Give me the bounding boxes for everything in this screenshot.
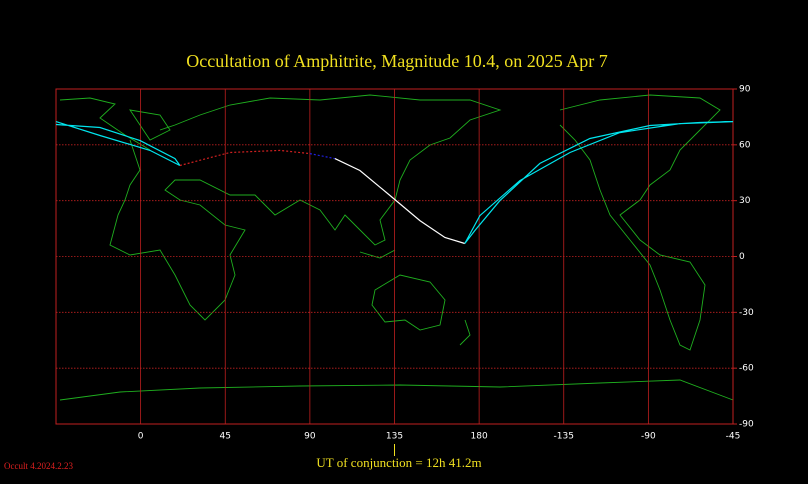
shadow-path [55,121,181,167]
coastline [129,109,471,346]
y-tick-label: -60 [739,364,754,374]
version: Occult 4.2024.2.23 [4,461,73,471]
x-tick-label: -45 [726,432,741,442]
x-tick-label: 135 [386,432,403,442]
y-tick-label: 60 [739,140,751,150]
x-tick-label: 180 [471,432,488,442]
coastlines [59,94,734,401]
y-tick-label: -30 [739,308,754,318]
conjunction-label: UT of conjunction = 12h 41.2m [316,455,481,470]
coastline [59,379,734,401]
shadow-path [464,121,734,244]
x-tick-label: 90 [304,432,316,442]
x-tick-label: -90 [641,432,656,442]
x-tick-label: 45 [220,432,231,442]
x-tick-label: 0 [138,432,144,442]
y-tick-label: 0 [739,252,745,262]
shadow-path [309,153,336,160]
title: Occultation of Amphitrite, Magnitude 10.… [186,51,607,71]
coastline [371,274,446,331]
shadow-path [334,158,465,245]
y-tick-label: 90 [739,85,751,95]
coastline [559,94,721,351]
y-tick-label: -90 [739,420,754,430]
y-tick-label: 30 [739,196,751,206]
x-tick-label: -135 [554,432,574,442]
shadow-path [179,149,310,167]
